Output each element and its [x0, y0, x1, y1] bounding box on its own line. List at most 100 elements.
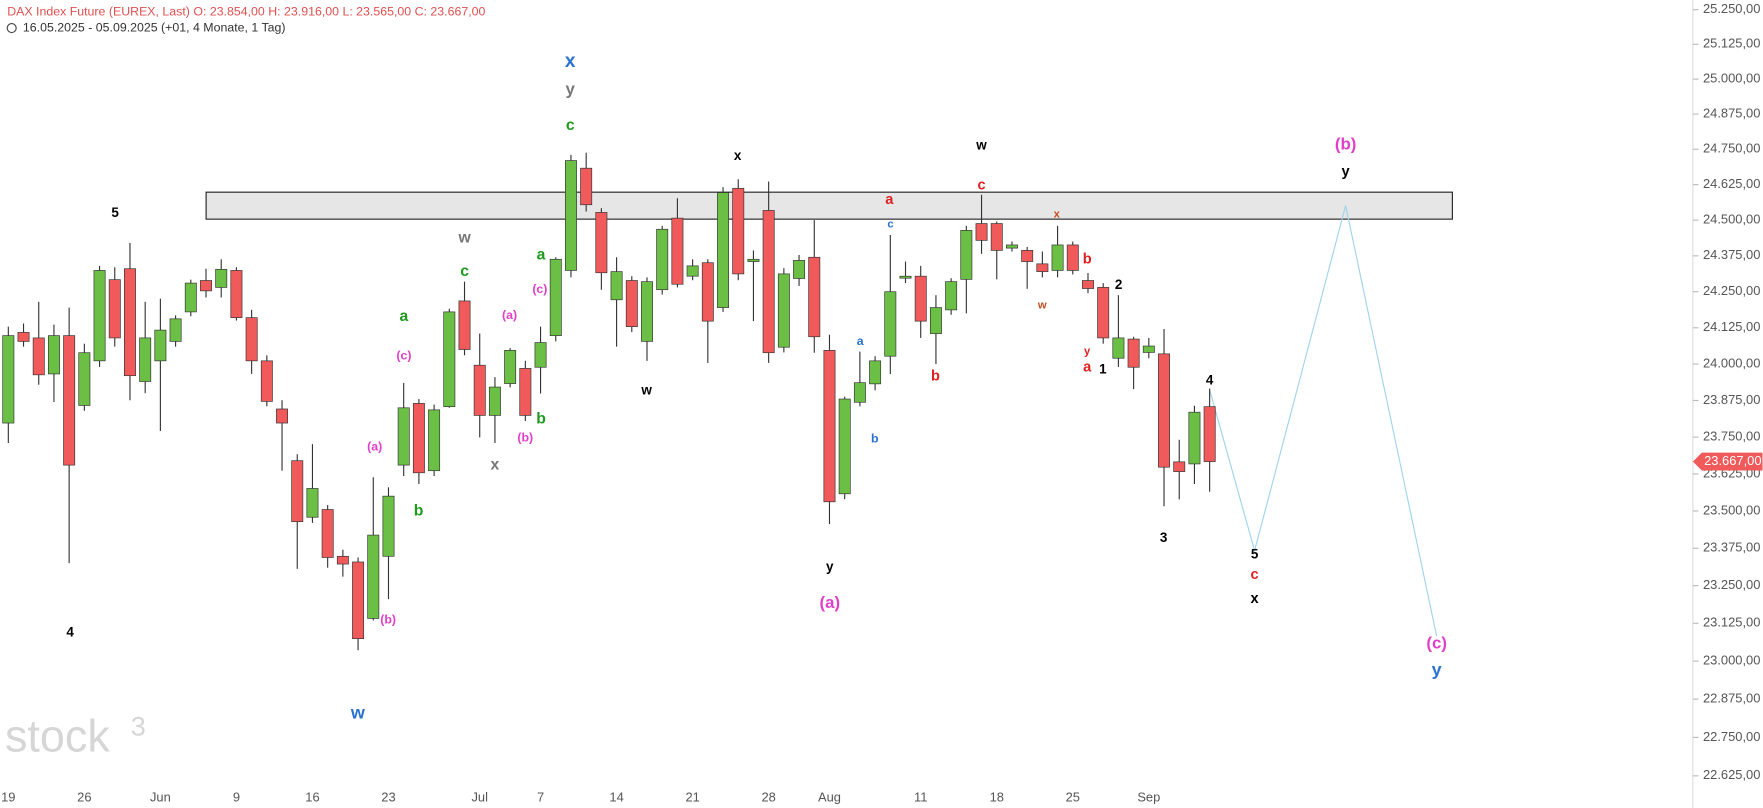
- candle-body: [884, 291, 897, 357]
- header-line1: DAX Index Future (EUREX, Last) O: 23.854…: [7, 5, 485, 19]
- header-line2: 16.05.2025 - 05.09.2025 (+01, 4 Monate, …: [23, 20, 286, 34]
- wave-label: w: [350, 702, 366, 722]
- wave-label: w: [1037, 300, 1047, 312]
- wave-label: (b): [1335, 134, 1357, 153]
- last-price-label: 23.667,00: [1704, 453, 1761, 468]
- wave-label: x: [1054, 209, 1061, 221]
- wave-label: a: [537, 246, 546, 263]
- candle-body: [63, 335, 76, 466]
- resistance-zone: [205, 191, 1453, 220]
- wave-label: y: [1342, 164, 1351, 180]
- wave-label: b: [536, 410, 546, 427]
- wave-label: (b): [380, 613, 396, 627]
- candle-body: [869, 360, 882, 385]
- candle-body: [610, 271, 623, 301]
- y-tick-label: 22.875,00: [1703, 691, 1760, 706]
- candle-body: [960, 230, 973, 280]
- candle-body: [306, 488, 319, 518]
- y-tick-label: 25.250,00: [1703, 1, 1760, 16]
- candle-body: [17, 332, 30, 342]
- wave-label: (c): [532, 282, 547, 296]
- candle-body: [565, 160, 577, 271]
- candle-body: [336, 555, 349, 565]
- wave-label: w: [975, 138, 987, 153]
- wave-label: x: [565, 51, 576, 72]
- candle-body: [93, 270, 106, 362]
- x-tick-label: 14: [609, 789, 623, 804]
- candle-body: [777, 273, 790, 348]
- candle-body: [1006, 244, 1018, 249]
- wave-label: 1: [1099, 361, 1107, 376]
- x-tick-label: 19: [1, 789, 15, 804]
- x-tick-label: 23: [381, 789, 395, 804]
- candle-body: [276, 408, 288, 424]
- candle-body: [990, 223, 1003, 251]
- y-tick-label: 24.625,00: [1703, 176, 1760, 191]
- y-tick-label: 23.000,00: [1703, 653, 1760, 668]
- y-tick-label: 24.375,00: [1703, 247, 1760, 262]
- y-tick-label: 22.750,00: [1703, 729, 1760, 744]
- wave-label: b: [414, 502, 424, 519]
- candle-body: [245, 317, 258, 362]
- candle-body: [169, 318, 182, 342]
- candle-body: [2, 335, 15, 424]
- x-tick-label: Jul: [471, 789, 488, 804]
- candle-body: [1127, 338, 1140, 368]
- candle-body: [1112, 337, 1125, 359]
- candle-body: [580, 167, 593, 206]
- candle-body: [321, 509, 334, 558]
- candle-body: [1082, 280, 1094, 289]
- wave-label: (c): [396, 349, 411, 363]
- candle-body: [899, 275, 912, 279]
- wave-label: c: [977, 177, 985, 193]
- x-tick-label: Sep: [1137, 789, 1160, 804]
- candle-body: [1036, 263, 1049, 272]
- y-tick-label: 24.125,00: [1703, 319, 1760, 334]
- wave-label: (c): [1426, 633, 1447, 652]
- wave-label: 5: [1251, 547, 1259, 562]
- wave-label: y: [1432, 660, 1442, 680]
- candle-body: [412, 403, 425, 474]
- candle-body: [32, 337, 45, 376]
- x-tick-label: 18: [990, 789, 1004, 804]
- candle-body: [671, 217, 684, 285]
- candle-body: [519, 368, 532, 416]
- candle-body: [215, 268, 228, 288]
- wave-label: c: [460, 263, 469, 280]
- wave-label: (a): [820, 593, 841, 612]
- candle-body: [747, 258, 760, 262]
- watermark: stock: [5, 710, 110, 761]
- candle-body: [1173, 461, 1186, 472]
- candle-body: [78, 352, 91, 406]
- x-tick-label: 16: [305, 789, 319, 804]
- wave-label: x: [1251, 591, 1260, 607]
- wave-label: w: [640, 383, 652, 398]
- candle-body: [945, 281, 958, 311]
- x-tick-label: 28: [761, 789, 775, 804]
- candle-body: [1188, 411, 1201, 465]
- y-tick-label: 23.375,00: [1703, 540, 1760, 555]
- wave-label: y: [826, 559, 834, 574]
- candle-body: [853, 382, 866, 403]
- wave-label: y: [1084, 346, 1091, 358]
- wave-label: 5: [111, 205, 119, 220]
- candle-body: [975, 223, 988, 241]
- candle-body: [154, 329, 167, 362]
- wave-label: a: [1083, 359, 1092, 375]
- candle-body: [352, 561, 365, 640]
- candle-body: [656, 228, 669, 291]
- y-tick-label: 25.000,00: [1703, 71, 1760, 86]
- candle-body: [595, 212, 608, 274]
- candle-body: [732, 187, 745, 275]
- candle-body: [230, 270, 243, 319]
- wave-label: w: [457, 229, 471, 246]
- candle-body: [108, 279, 121, 339]
- y-tick-label: 24.750,00: [1703, 141, 1760, 156]
- x-tick-label: Aug: [818, 789, 841, 804]
- candle-body: [397, 407, 410, 466]
- candle-body: [686, 265, 699, 277]
- candle-body: [184, 282, 197, 313]
- wave-label: a: [885, 192, 894, 208]
- y-tick-label: 24.500,00: [1703, 212, 1760, 227]
- y-tick-label: 25.125,00: [1703, 36, 1760, 51]
